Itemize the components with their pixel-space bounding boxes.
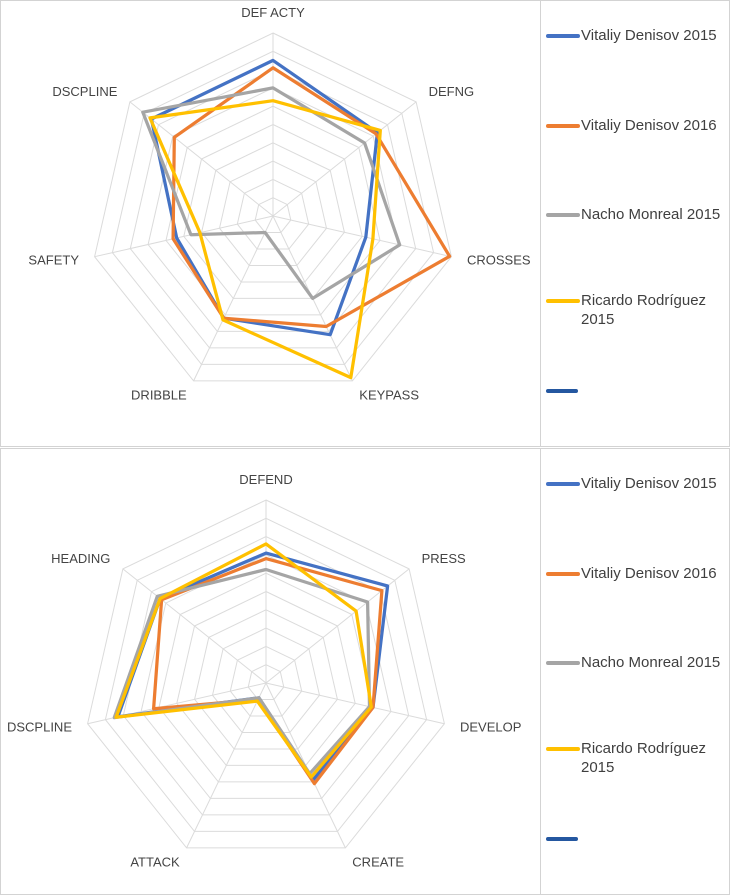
axis-label-dscpline: DSCPLINE	[7, 719, 72, 734]
legend-swatch-dark-blue	[546, 389, 578, 393]
legend-item-unlabeled[interactable]	[546, 829, 728, 841]
grid-ring	[165, 105, 381, 316]
grid-ring	[194, 609, 338, 750]
grid-ring	[104, 517, 428, 832]
legend-swatch-yellow	[546, 747, 580, 751]
grid-ring	[94, 32, 452, 382]
axis-spoke	[272, 215, 452, 258]
series-nacho-monreal-2015[interactable]	[141, 86, 402, 301]
grid-ring	[218, 160, 328, 266]
radar-plot-area-1: DEF ACTY DEFNG CROSSES KEYPASS DRIBBLE SAFETY…	[1, 1, 540, 446]
axis-label-defng: DEFNG	[429, 84, 475, 99]
axis-spoke	[265, 682, 445, 725]
chart-panel-defender-radar-1[interactable]: DEF ACTY DEFNG CROSSES KEYPASS DRIBBLE SAFETY…	[0, 0, 730, 447]
legend-label: Vitaliy Denisov 2015	[581, 475, 717, 492]
legend-swatch-gray	[546, 661, 580, 665]
axis-label-keypass: KEYPASS	[359, 387, 419, 402]
legend-swatch-blue	[546, 34, 580, 38]
axis-spoke	[94, 215, 274, 258]
axis-spoke	[186, 682, 267, 849]
series-nacho-monreal-2015[interactable]	[112, 567, 372, 776]
legend-item-ricardo-rodriguez-2015[interactable]: Ricardo Rodríguez 2015	[546, 291, 728, 329]
legend-item-unlabeled[interactable]	[546, 381, 728, 393]
legend-swatch-orange	[546, 124, 580, 128]
legend-label: Nacho Monreal 2015	[581, 654, 721, 671]
legend-label: Ricardo Rodríguez 2015	[581, 292, 707, 328]
axis-spoke	[193, 215, 274, 382]
axis-label-heading: HEADING	[51, 551, 110, 566]
radar-chart-top: DEF ACTY DEFNG CROSSES KEYPASS DRIBBLE SAFETY…	[28, 5, 531, 402]
legend-swatch-orange	[546, 572, 580, 576]
legend-item-ricardo-rodriguez-2015[interactable]: Ricardo Rodríguez 2015	[546, 739, 728, 777]
series-vitaliy-denisov-2016[interactable]	[171, 66, 452, 329]
axis-label-crosses: CROSSES	[467, 252, 531, 267]
axis-label-create: CREATE	[352, 854, 404, 869]
legend-swatch-yellow	[546, 299, 580, 303]
legend-label: Nacho Monreal 2015	[581, 206, 721, 223]
grid-ring	[201, 142, 345, 283]
legend-swatch-dark-blue	[546, 837, 578, 841]
grid-ring	[183, 123, 363, 299]
grid-ring	[211, 627, 321, 733]
legend-item-vitaliy-denisov-2016[interactable]: Vitaliy Denisov 2016	[546, 116, 728, 135]
axis-spoke	[122, 568, 267, 684]
legend-2: Vitaliy Denisov 2015 Vitaliy Denisov 201…	[540, 449, 729, 894]
chart-panel-defender-radar-2[interactable]: DEFEND PRESS DEVELOP CREATE ATTACK DSCPLINE HE…	[0, 448, 730, 895]
grid-ring	[129, 69, 417, 349]
grid-ring	[247, 664, 285, 700]
axis-label-dscpline: DSCPLINE	[52, 84, 117, 99]
radar-plot-area-2: DEFEND PRESS DEVELOP CREATE ATTACK DSCPLINE HE…	[1, 449, 540, 894]
radar-chart-bottom: DEFEND PRESS DEVELOP CREATE ATTACK DSCPLINE HE…	[7, 472, 521, 869]
legend-swatch-gray	[546, 213, 580, 217]
axis-spoke	[265, 568, 410, 684]
axis-label-defend: DEFEND	[239, 472, 292, 487]
series-ricardo-rodr-guez-2015[interactable]	[114, 542, 373, 779]
grid-ring	[176, 590, 356, 766]
legend-item-vitaliy-denisov-2015[interactable]: Vitaliy Denisov 2015	[546, 26, 728, 45]
axis-label-def-acty: DEF ACTY	[241, 5, 305, 20]
legend-label: Vitaliy Denisov 2016	[581, 565, 717, 582]
legend-label: Vitaliy Denisov 2016	[581, 117, 717, 134]
axis-spoke	[272, 101, 417, 217]
axis-spoke	[129, 101, 274, 217]
series-ricardo-rodr-guez-2015[interactable]	[148, 99, 382, 380]
axis-label-dribble: DRIBBLE	[131, 387, 187, 402]
grid-ring	[87, 499, 445, 849]
grid-ring	[236, 178, 310, 250]
axis-label-press: PRESS	[422, 551, 466, 566]
legend-1: Vitaliy Denisov 2015 Vitaliy Denisov 201…	[540, 1, 729, 446]
series-vitaliy-denisov-2015[interactable]	[149, 58, 380, 337]
grid-ring	[140, 554, 392, 799]
legend-item-vitaliy-denisov-2016[interactable]: Vitaliy Denisov 2016	[546, 564, 728, 583]
legend-item-nacho-monreal-2015[interactable]: Nacho Monreal 2015	[546, 653, 728, 672]
legend-item-vitaliy-denisov-2015[interactable]: Vitaliy Denisov 2015	[546, 474, 728, 493]
legend-label: Vitaliy Denisov 2015	[581, 27, 717, 44]
axis-label-safety: SAFETY	[28, 252, 79, 267]
axis-label-develop: DEVELOP	[460, 719, 521, 734]
axis-label-attack: ATTACK	[130, 854, 180, 869]
legend-item-nacho-monreal-2015[interactable]: Nacho Monreal 2015	[546, 205, 728, 224]
grid-ring	[254, 197, 292, 233]
grid-ring	[111, 50, 435, 365]
legend-label: Ricardo Rodríguez 2015	[581, 740, 707, 776]
legend-swatch-blue	[546, 482, 580, 486]
grid-ring	[158, 572, 374, 783]
